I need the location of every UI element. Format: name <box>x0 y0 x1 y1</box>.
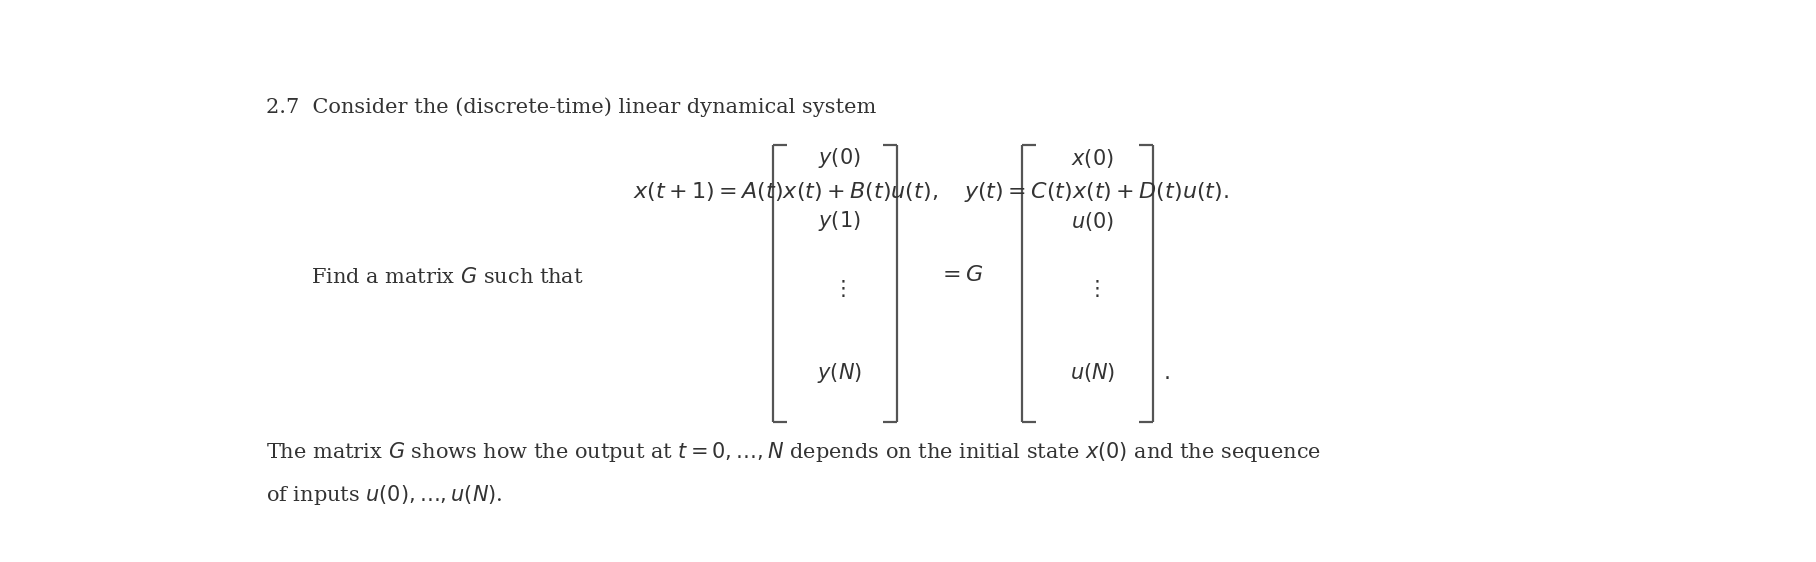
Text: Find a matrix $G$ such that: Find a matrix $G$ such that <box>312 266 585 287</box>
Text: $x(t+1) = A(t)x(t) + B(t)u(t), \quad y(t) = C(t)x(t) + D(t)u(t).$: $x(t+1) = A(t)x(t) + B(t)u(t), \quad y(t… <box>632 180 1229 204</box>
Text: $\vdots$: $\vdots$ <box>1086 278 1099 298</box>
Text: $\vdots$: $\vdots$ <box>832 278 846 298</box>
Text: $y(N)$: $y(N)$ <box>817 360 863 384</box>
Text: $y(1)$: $y(1)$ <box>817 209 861 233</box>
Text: 2.7  Consider the (discrete-time) linear dynamical system: 2.7 Consider the (discrete-time) linear … <box>267 98 877 117</box>
Text: of inputs $u(0), \ldots, u(N)$.: of inputs $u(0), \ldots, u(N)$. <box>267 483 503 507</box>
Text: $y(0)$: $y(0)$ <box>817 146 861 170</box>
Text: $= G$: $= G$ <box>937 264 982 286</box>
Text: $u(N)$: $u(N)$ <box>1070 361 1115 384</box>
Text: $x(0)$: $x(0)$ <box>1071 147 1113 170</box>
Text: $u(0)$: $u(0)$ <box>1071 210 1113 233</box>
Text: $.$: $.$ <box>1162 361 1170 383</box>
Text: The matrix $G$ shows how the output at $t = 0, \ldots, N$ depends on the initial: The matrix $G$ shows how the output at $… <box>267 439 1322 464</box>
